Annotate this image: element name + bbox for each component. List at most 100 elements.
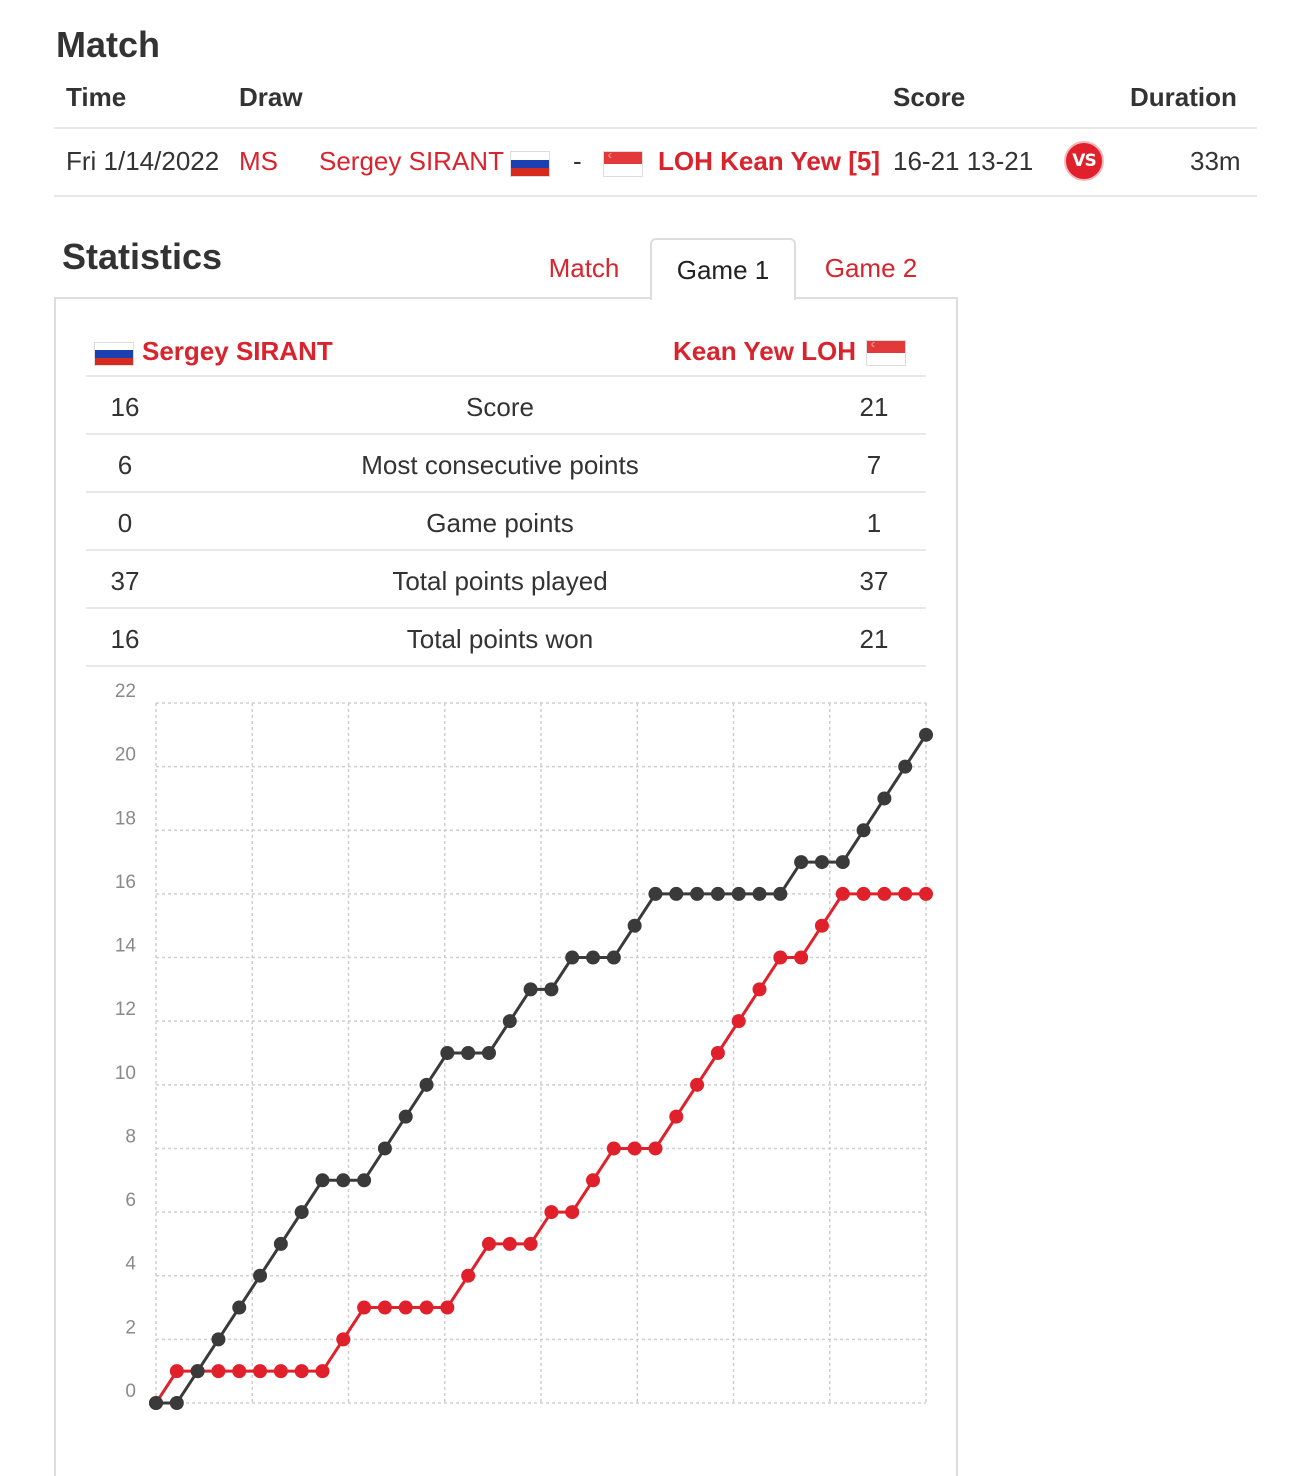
series-point-0 [752, 982, 767, 997]
singapore-flag-icon: ☾ [603, 151, 643, 177]
series-point-1 [190, 1364, 205, 1379]
header-time: Time [66, 82, 127, 112]
draw-link[interactable]: MS [239, 146, 278, 176]
series-point-0 [710, 1046, 725, 1060]
series-point-0 [606, 1141, 621, 1156]
stat-label: Most consecutive points [361, 450, 639, 480]
series-point-1 [731, 886, 746, 901]
series-point-1 [169, 1396, 184, 1410]
series-point-1 [419, 1077, 434, 1092]
stat-left-value: 37 [110, 566, 140, 596]
series-point-0 [253, 1364, 268, 1379]
match-time: Fri 1/14/2022 [66, 146, 220, 176]
y-tick-label: 20 [115, 745, 136, 766]
series-point-1 [794, 855, 809, 870]
series-point-1 [648, 886, 663, 901]
tab-match[interactable]: Match [548, 252, 620, 283]
stats-divider [86, 549, 926, 551]
series-point-0 [273, 1364, 288, 1379]
series-point-1 [565, 950, 580, 965]
series-point-1 [398, 1109, 413, 1124]
series-point-0 [877, 886, 892, 901]
series-point-1 [752, 886, 767, 901]
series-point-1 [877, 791, 892, 806]
player2-link[interactable]: LOH Kean Yew [5] [658, 146, 881, 176]
series-point-1 [690, 886, 705, 901]
stat-row-game-points: 0 Game points 1 [86, 494, 926, 552]
series-point-1 [336, 1173, 351, 1188]
tab-game-2[interactable]: Game 2 [824, 252, 918, 283]
header-divider [54, 127, 1257, 129]
series-point-1 [586, 950, 601, 965]
stat-row-points-played: 37 Total points played 37 [86, 552, 926, 610]
series-point-1 [253, 1268, 268, 1283]
row-divider [54, 195, 1257, 197]
series-point-1 [294, 1205, 309, 1220]
series-point-0 [919, 886, 933, 901]
series-point-1 [919, 727, 933, 742]
stat-right-value: 21 [859, 392, 889, 422]
y-tick-label: 2 [125, 1317, 136, 1338]
series-point-1 [440, 1046, 455, 1060]
stat-label: Total points played [392, 566, 608, 596]
right-player-name[interactable]: Kean Yew LOH [673, 336, 857, 366]
series-point-0 [690, 1077, 705, 1092]
player-separator: - [573, 146, 582, 176]
series-point-0 [586, 1173, 601, 1188]
y-tick-label: 8 [125, 1126, 136, 1147]
series-point-0 [481, 1236, 496, 1251]
stat-left-value: 16 [110, 624, 140, 654]
series-point-1 [377, 1141, 392, 1156]
player1-link[interactable]: Sergey SIRANT [319, 146, 504, 176]
statistics-heading: Statistics [62, 236, 223, 277]
series-point-0 [211, 1364, 226, 1379]
series-point-1 [710, 886, 725, 901]
stat-left-value: 0 [117, 508, 133, 538]
y-tick-label: 18 [115, 808, 136, 829]
series-point-0 [523, 1236, 538, 1251]
series-point-1 [835, 855, 850, 870]
y-tick-label: 6 [125, 1190, 136, 1211]
series-point-1 [814, 855, 829, 870]
y-tick-label: 12 [115, 999, 136, 1020]
stat-left-value: 6 [117, 450, 133, 480]
series-point-0 [627, 1141, 642, 1156]
series-point-0 [773, 950, 788, 965]
y-tick-label: 16 [115, 872, 136, 893]
stat-right-value: 37 [859, 566, 889, 596]
series-point-0 [669, 1109, 684, 1124]
series-point-1 [315, 1173, 330, 1188]
tab-game-1[interactable]: Game 1 [650, 238, 796, 300]
series-point-0 [461, 1268, 476, 1283]
stat-row-consecutive: 6 Most consecutive points 7 [86, 436, 926, 494]
series-point-0 [856, 886, 871, 901]
stat-label: Game points [426, 508, 574, 538]
series-point-0 [377, 1300, 392, 1315]
y-tick-label: 22 [115, 681, 136, 702]
russia-flag-icon [510, 151, 550, 177]
stat-label: Score [466, 392, 534, 422]
match-heading: Match [56, 24, 161, 65]
series-point-0 [544, 1205, 559, 1220]
stat-label: Total points won [406, 624, 594, 654]
stat-left-value: 16 [110, 392, 140, 422]
vs-icon[interactable]: VS [1064, 141, 1104, 181]
series-point-0 [565, 1205, 580, 1220]
series-point-1 [544, 982, 559, 997]
series-point-1 [211, 1332, 226, 1347]
header-score: Score [893, 82, 966, 112]
series-point-0 [336, 1332, 351, 1347]
stats-divider [86, 607, 926, 609]
stats-divider [86, 665, 926, 667]
series-point-1 [523, 982, 538, 997]
series-point-0 [357, 1300, 372, 1315]
stats-divider [86, 433, 926, 435]
y-tick-label: 4 [125, 1254, 136, 1275]
y-tick-label: 10 [115, 1063, 136, 1084]
y-tick-label: 0 [125, 1381, 136, 1402]
stats-divider [86, 375, 926, 377]
left-player-name[interactable]: Sergey SIRANT [142, 336, 333, 366]
series-point-1 [669, 886, 684, 901]
series-point-0 [169, 1364, 184, 1379]
stat-row-points-won: 16 Total points won 21 [86, 610, 926, 668]
